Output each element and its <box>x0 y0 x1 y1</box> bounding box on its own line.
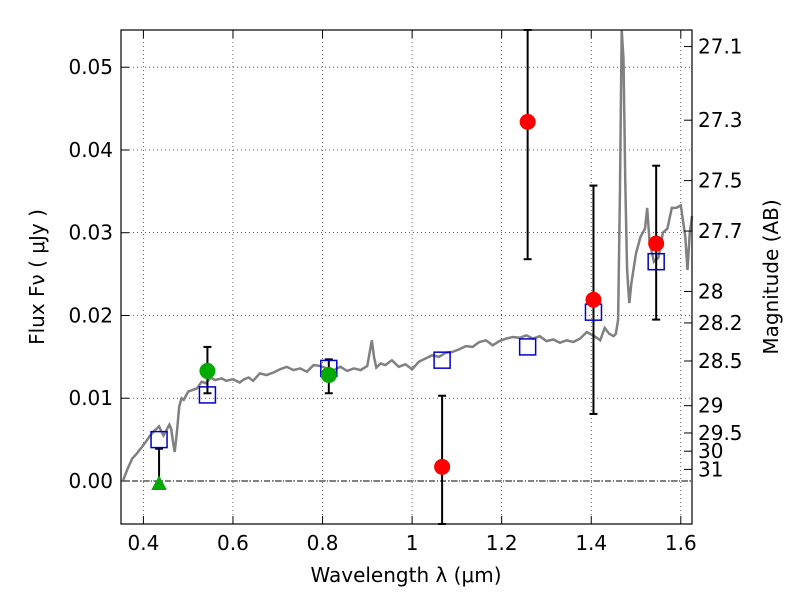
magnitude-tick-label: 29 <box>698 394 723 418</box>
y-tick-label: 0.00 <box>68 469 113 493</box>
model-point-square <box>433 351 451 369</box>
x-tick-label: 0.6 <box>217 531 249 555</box>
model-spectrum-line <box>122 29 694 481</box>
model-point-square <box>198 386 217 404</box>
model-point-square <box>647 252 665 271</box>
x-axis-label: Wavelength λ (μm) <box>310 563 501 587</box>
right-axis-label: Magnitude (AB) <box>759 199 783 354</box>
model-photometry-points <box>150 252 665 449</box>
x-tick-label: 1.2 <box>486 531 518 555</box>
error-bars <box>155 29 661 525</box>
x-tick-label: 0.4 <box>127 531 159 555</box>
magnitude-tick-label: 28.5 <box>698 349 743 373</box>
x-tick-label: 1.6 <box>665 531 697 555</box>
magnitude-tick-label: 27.3 <box>698 108 743 132</box>
observed-point-red <box>585 291 602 308</box>
x-tick-label: 1.4 <box>575 531 607 555</box>
x-tick-label: 0.8 <box>307 531 339 555</box>
plot-frame <box>120 29 693 525</box>
y-axis-label: Flux Fν ( μJy ) <box>25 209 49 345</box>
upper-limit-triangle <box>151 475 167 490</box>
y-tick-label: 0.05 <box>68 55 113 79</box>
x-tick-labels: 0.4 0.6 0.8 1 1.2 1.4 1.6 <box>127 531 696 555</box>
observed-point-red <box>519 113 536 130</box>
x-tick-label: 1 <box>406 531 419 555</box>
magnitude-tick-label: 28.2 <box>698 311 743 335</box>
model-point-square <box>150 430 168 449</box>
axis-ticks <box>121 30 692 524</box>
magnitude-tick-label: 30 <box>698 439 723 463</box>
observed-point-green <box>199 362 216 379</box>
magnitude-tick-label: 27.7 <box>698 219 743 243</box>
y-tick-labels: 0.00 0.01 0.02 0.03 0.04 0.05 <box>68 55 113 493</box>
magnitude-tick-label: 28 <box>698 279 723 303</box>
magnitude-tick-label: 29.5 <box>698 421 743 445</box>
y-tick-label: 0.02 <box>68 303 113 327</box>
magnitude-tick-label: 31 <box>698 457 723 481</box>
grid <box>121 30 692 524</box>
y-tick-label: 0.01 <box>68 386 113 410</box>
observed-photometry-points <box>151 113 665 490</box>
magnitude-tick-label: 27.5 <box>698 169 743 193</box>
observed-point-red <box>434 458 451 475</box>
model-point-square <box>518 338 537 356</box>
y-tick-label: 0.04 <box>68 138 113 162</box>
magnitude-tick-label: 27.1 <box>698 35 743 59</box>
y-tick-label: 0.03 <box>68 221 113 245</box>
observed-point-red <box>648 235 665 252</box>
observed-point-green <box>320 367 337 384</box>
